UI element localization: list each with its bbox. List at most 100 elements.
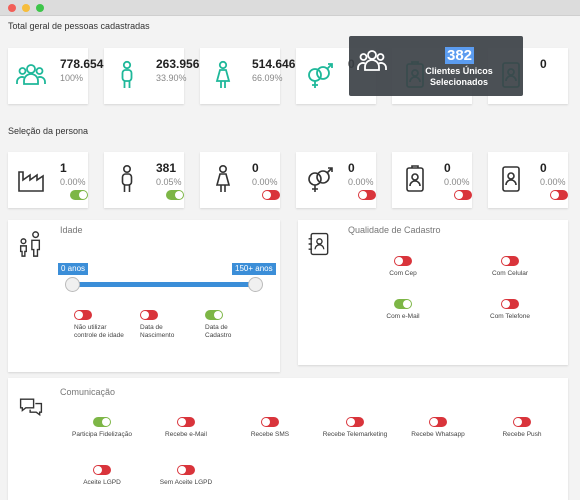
comm-whatsapp-toggle[interactable] (429, 417, 447, 427)
total-idcard-value: 0 (540, 57, 547, 71)
persona-company-toggle[interactable] (70, 190, 88, 200)
quality-option-phone[interactable]: Com Telefone (465, 299, 555, 321)
comm-push-toggle[interactable] (513, 417, 531, 427)
persona-card-gender: 0 0.00% (296, 152, 376, 208)
comm-fidelity-toggle[interactable] (93, 417, 111, 427)
minimize-window-button[interactable] (22, 4, 30, 12)
female-icon (215, 60, 231, 88)
comm-push-label: Recebe Push (502, 431, 542, 438)
age-min-label: 0 anos (58, 263, 89, 275)
comm-option-lgpd-accept[interactable]: Aceite LGPD (57, 465, 147, 487)
age-panel-title: Idade (60, 225, 83, 235)
comm-email-toggle[interactable] (177, 417, 195, 427)
comm-option-lgpd-no-accept[interactable]: Sem Aceite LGPD (141, 465, 231, 487)
female-icon (215, 164, 231, 192)
quality-panel: Qualidade de Cadastro (298, 220, 568, 365)
comm-lgpd-no-accept-toggle[interactable] (177, 465, 195, 475)
id-card-icon (502, 166, 520, 192)
persona-gender-pct: 0.00% (348, 177, 374, 187)
persona-badge-value: 0 (444, 161, 451, 175)
comm-telemarketing-label: Recebe Telemarketing (322, 431, 388, 438)
total-all-value: 778.654 (60, 57, 104, 71)
comm-sms-toggle[interactable] (261, 417, 279, 427)
age-panel: Idade (8, 220, 280, 372)
comm-option-whatsapp[interactable]: Recebe Whatsapp (393, 417, 483, 439)
total-card-female[interactable]: 514.646 66.09% (200, 48, 295, 104)
gender-symbols-icon (308, 63, 333, 88)
maximize-window-button[interactable] (36, 4, 44, 12)
persona-gender-value: 0 (348, 161, 355, 175)
comm-telemarketing-toggle[interactable] (346, 417, 364, 427)
comm-whatsapp-label: Recebe Whatsapp (411, 431, 465, 438)
age-option-no-control[interactable]: Não utilizar controle de idade (74, 310, 124, 340)
window-titlebar (0, 0, 580, 16)
quality-cellphone-toggle[interactable] (501, 256, 519, 266)
comm-option-push[interactable]: Recebe Push (477, 417, 567, 439)
parent-child-icon (19, 231, 41, 257)
id-badge-icon (406, 165, 424, 192)
comm-option-telemarketing[interactable]: Recebe Telemarketing (308, 417, 402, 439)
gender-symbols-icon (308, 167, 333, 192)
age-no-control-toggle[interactable] (74, 310, 92, 320)
age-birth-date-toggle[interactable] (140, 310, 158, 320)
comm-option-sms[interactable]: Recebe SMS (225, 417, 315, 439)
selected-clients-label: Clientes Únicos Selecionados (425, 66, 493, 87)
comm-option-fidelity[interactable]: Participa Fidelização (57, 417, 147, 439)
quality-option-cellphone[interactable]: Com Celular (465, 256, 555, 278)
persona-male-toggle[interactable] (166, 190, 184, 200)
quality-option-email[interactable]: Com e-Mail (358, 299, 448, 321)
total-card-male[interactable]: 263.956 33.90% (104, 48, 199, 104)
persona-idcard-pct: 0.00% (540, 177, 566, 187)
age-slider-min-handle[interactable] (65, 277, 80, 292)
persona-male-value: 381 (156, 161, 177, 175)
age-option-birth-date[interactable]: Data de Nascimento (140, 310, 190, 340)
quality-panel-title: Qualidade de Cadastro (348, 225, 441, 235)
comm-lgpd-accept-label: Aceite LGPD (83, 479, 121, 486)
total-male-value: 263.956 (156, 57, 200, 71)
persona-card-female: 0 0.00% (200, 152, 280, 208)
communication-panel: Comunicação (8, 378, 568, 500)
total-female-value: 514.646 (252, 57, 296, 71)
age-option-register-date[interactable]: Data de Cadastro (205, 310, 255, 340)
total-card-all[interactable]: 778.654 100% (8, 48, 103, 104)
persona-badge-toggle[interactable] (454, 190, 472, 200)
age-register-date-toggle[interactable] (205, 310, 223, 320)
age-birth-date-label: Data de Nascimento (140, 324, 175, 339)
selected-clients-tooltip: 382 Clientes Únicos Selecionados (349, 36, 523, 96)
quality-cep-toggle[interactable] (394, 256, 412, 266)
age-register-date-label: Data de Cadastro (205, 324, 232, 339)
persona-card-male: 381 0.05% (104, 152, 184, 208)
total-female-pct: 66.09% (252, 73, 283, 83)
age-slider-track[interactable] (72, 282, 255, 287)
total-all-pct: 100% (60, 73, 84, 83)
contact-book-icon (308, 232, 329, 256)
persona-idcard-value: 0 (540, 161, 547, 175)
quality-email-label: Com e-Mail (386, 313, 420, 320)
comm-lgpd-no-accept-label: Sem Aceite LGPD (159, 479, 213, 486)
comm-option-email[interactable]: Recebe e-Mail (141, 417, 231, 439)
persona-company-pct: 0.00% (60, 177, 86, 187)
persona-female-pct: 0.00% (252, 177, 278, 187)
comm-fidelity-label: Participa Fidelização (72, 431, 132, 438)
total-section-title: Total geral de pessoas cadastradas (8, 21, 150, 31)
persona-female-toggle[interactable] (262, 190, 280, 200)
quality-phone-label: Com Telefone (490, 313, 530, 320)
quality-cep-label: Com Cep (389, 270, 417, 277)
persona-gender-toggle[interactable] (358, 190, 376, 200)
persona-badge-pct: 0.00% (444, 177, 470, 187)
total-male-pct: 33.90% (156, 73, 187, 83)
age-slider-max-handle[interactable] (248, 277, 263, 292)
quality-phone-toggle[interactable] (501, 299, 519, 309)
comm-email-label: Recebe e-Mail (165, 431, 207, 438)
male-icon (121, 60, 133, 88)
communication-panel-title: Comunicação (60, 387, 116, 397)
quality-email-toggle[interactable] (394, 299, 412, 309)
group-icon (16, 64, 46, 85)
persona-section-title: Seleção da persona (8, 126, 89, 136)
comm-lgpd-accept-toggle[interactable] (93, 465, 111, 475)
comm-sms-label: Recebe SMS (250, 431, 290, 438)
male-icon (121, 164, 133, 192)
quality-option-cep[interactable]: Com Cep (358, 256, 448, 278)
close-window-button[interactable] (8, 4, 16, 12)
persona-idcard-toggle[interactable] (550, 190, 568, 200)
